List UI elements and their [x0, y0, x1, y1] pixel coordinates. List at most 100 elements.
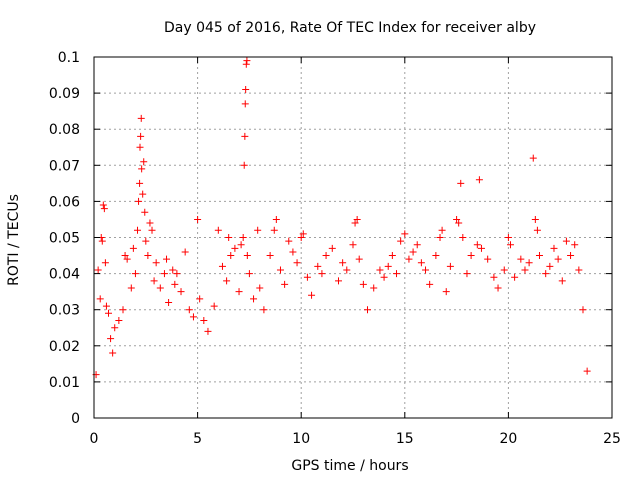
data-point: [235, 288, 243, 296]
data-point: [299, 230, 307, 238]
data-point: [535, 252, 543, 260]
data-point: [107, 335, 115, 343]
y-tick-label: 0: [71, 411, 80, 427]
data-point: [204, 327, 212, 335]
data-point: [506, 241, 514, 249]
data-point: [134, 226, 142, 234]
data-point: [101, 259, 109, 267]
y-tick-label: 0.08: [49, 122, 80, 138]
data-point: [150, 277, 158, 285]
chart-title: Day 045 of 2016, Rate Of TEC Index for r…: [164, 20, 536, 36]
data-point: [542, 270, 550, 278]
data-point: [111, 324, 119, 332]
data-point: [303, 273, 311, 281]
data-point: [318, 270, 326, 278]
data-point: [115, 317, 123, 325]
data-point: [453, 215, 461, 223]
data-point: [254, 226, 262, 234]
data-point: [426, 280, 434, 288]
data-point: [152, 259, 160, 267]
y-axis-label: ROTI / TECUs: [6, 194, 22, 286]
data-point: [554, 255, 562, 263]
data-point: [571, 241, 579, 249]
data-point: [339, 259, 347, 267]
data-point: [121, 252, 129, 260]
data-point: [308, 291, 316, 299]
data-point: [457, 179, 465, 187]
data-point: [546, 262, 554, 270]
data-point: [266, 252, 274, 260]
data-point: [558, 277, 566, 285]
data-point: [579, 306, 587, 314]
data-point: [243, 252, 251, 260]
data-point: [140, 158, 148, 166]
data-point: [289, 248, 297, 256]
data-point: [276, 266, 284, 274]
data-point: [136, 143, 144, 151]
x-tick-labels: 0 5 10 15 20 25: [90, 431, 621, 447]
data-point: [189, 313, 197, 321]
data-point: [511, 273, 519, 281]
data-point: [105, 309, 113, 317]
data-point: [173, 270, 181, 278]
y-tick-label: 0.05: [49, 231, 80, 247]
data-point: [270, 226, 278, 234]
data-point: [138, 165, 146, 173]
x-axis-label: GPS time / hours: [291, 458, 408, 474]
data-point: [293, 259, 301, 267]
data-point: [223, 277, 231, 285]
data-point: [256, 284, 264, 292]
data-point: [148, 226, 156, 234]
data-point: [343, 266, 351, 274]
data-point: [218, 262, 226, 270]
data-point: [227, 252, 235, 260]
data-point: [129, 244, 137, 252]
data-point: [500, 266, 508, 274]
data-point: [405, 255, 413, 263]
data-point: [467, 252, 475, 260]
data-point: [459, 234, 467, 241]
data-point: [94, 266, 102, 274]
data-point: [525, 259, 533, 267]
data-point: [477, 244, 485, 252]
data-point: [231, 244, 239, 252]
data-point: [490, 273, 498, 281]
data-point: [442, 288, 450, 296]
data-point: [131, 270, 139, 278]
data-point: [521, 266, 529, 274]
data-point: [214, 226, 222, 234]
data-point: [142, 237, 150, 245]
y-tick-label: 0.09: [49, 86, 80, 102]
data-point: [384, 262, 392, 270]
data-point: [241, 132, 249, 140]
data-point: [351, 219, 359, 227]
x-tick-label: 10: [292, 431, 310, 447]
data-point: [135, 197, 143, 205]
data-point: [353, 215, 361, 223]
data-point: [475, 176, 483, 184]
data-point: [355, 255, 363, 263]
data-point: [446, 262, 454, 270]
x-tick-label: 25: [603, 431, 621, 447]
data-point: [409, 248, 417, 256]
data-point: [102, 302, 110, 310]
x-tick-label: 0: [90, 431, 99, 447]
data-point: [237, 241, 245, 249]
data-point: [417, 259, 425, 267]
data-point: [156, 284, 164, 292]
data-point: [281, 280, 289, 288]
data-point: [181, 248, 189, 256]
data-point: [242, 85, 250, 93]
data-point: [436, 234, 444, 241]
data-point: [314, 262, 322, 270]
data-point: [196, 295, 204, 303]
data-point: [109, 349, 117, 357]
data-point: [163, 255, 171, 263]
data-point: [137, 132, 145, 140]
data-point: [119, 306, 127, 314]
data-point: [463, 270, 471, 278]
data-points: [92, 57, 591, 379]
data-point: [285, 237, 293, 245]
data-point: [272, 215, 280, 223]
